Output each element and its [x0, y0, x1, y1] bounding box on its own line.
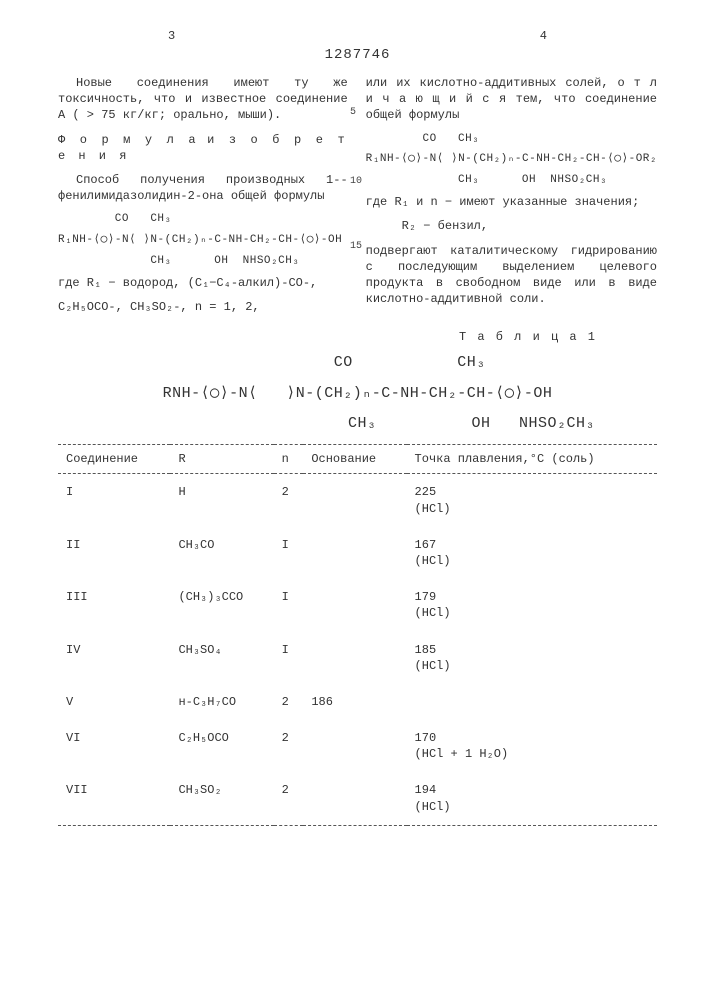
- cell-base: [303, 474, 406, 527]
- right-p3: R₂ − бензил,: [366, 218, 657, 234]
- cell-compound: IV: [58, 632, 170, 684]
- structure-2-bot: CH₃ OH NHSO₂CH₃: [366, 173, 657, 188]
- cell-compound: V: [58, 684, 170, 720]
- right-p4: подвергают каталитическому гидрированию …: [366, 243, 657, 308]
- cell-compound: VII: [58, 772, 170, 825]
- structure-2: R₁NH-⟨◯⟩-N⟨ ⟩N-(CH₂)ₙ-C-NH-CH₂-CH-⟨◯⟩-OR…: [366, 152, 657, 167]
- cell-r: H: [170, 474, 273, 527]
- table-row: IVCH₃SO₄I 185(HCl): [58, 632, 657, 684]
- cell-compound: II: [58, 527, 170, 579]
- cell-base: [303, 720, 406, 772]
- col-mp: Точка плавления,°C (соль): [407, 445, 657, 474]
- structure-1-bot: CH₃ OH NHSO₂CH₃: [58, 254, 348, 269]
- cell-n: I: [274, 527, 304, 579]
- page-num-left: 3: [168, 28, 175, 44]
- right-p1: или их кислотно-аддитивных солей, о т л …: [366, 75, 657, 124]
- patent-number: 1287746: [58, 46, 657, 65]
- cell-n: 2: [274, 772, 304, 825]
- page-num-right: 4: [540, 28, 547, 44]
- table-structure-mid: RNH-⟨◯⟩-N⟨ ⟩N-(CH₂)ₙ-C-NH-CH₂-CH-⟨◯⟩-OH: [58, 384, 657, 404]
- cell-r: н-C₃H₇CO: [170, 684, 273, 720]
- left-p3b: C₂H₅OCO-, CH₃SO₂-, n = 1, 2,: [58, 299, 348, 315]
- table-row: III(CH₃)₃CCOI 179(HCl): [58, 579, 657, 631]
- structure-2-top: CO CH₃: [366, 132, 657, 147]
- left-p3a: где R₁ − водород, (C₁−C₄-алкил)-CO-,: [58, 275, 348, 291]
- compounds-table: Соединение R n Основание Точка плавления…: [58, 444, 657, 826]
- formula-heading: Ф о р м у л а и з о б р е т е н и я: [58, 132, 348, 164]
- cell-compound: I: [58, 474, 170, 527]
- cell-n: 2: [274, 474, 304, 527]
- two-column-body: Новые соединения имеют ту же токсичность…: [58, 75, 657, 323]
- cell-base: [303, 579, 406, 631]
- cell-r: CH₃SO₂: [170, 772, 273, 825]
- table-structure-bot: CH₃ OH NHSO₂CH₃: [58, 414, 657, 434]
- line-number-5: 5: [350, 106, 356, 120]
- cell-mp: 167(HCl): [407, 527, 657, 579]
- table-row: VIICH₃SO₂2 194(HCl): [58, 772, 657, 825]
- cell-mp: 179(HCl): [407, 579, 657, 631]
- cell-mp: [407, 684, 657, 720]
- line-number-10: 10: [350, 175, 362, 189]
- right-column: или их кислотно-аддитивных солей, о т л …: [366, 75, 657, 323]
- left-p1: Новые соединения имеют ту же токсичность…: [58, 75, 348, 124]
- cell-base: 186: [303, 684, 406, 720]
- cell-n: I: [274, 579, 304, 631]
- cell-mp: 225(HCl): [407, 474, 657, 527]
- left-p2: Способ получения производных 1--фенилими…: [58, 172, 348, 204]
- cell-r: CH₃CO: [170, 527, 273, 579]
- table-body: IH2225(HCl)IICH₃COI167(HCl)III(CH₃)₃CCOI…: [58, 474, 657, 825]
- cell-n: 2: [274, 684, 304, 720]
- cell-base: [303, 527, 406, 579]
- cell-compound: VI: [58, 720, 170, 772]
- structure-1-top: CO CH₃: [58, 212, 348, 227]
- col-compound: Соединение: [58, 445, 170, 474]
- cell-compound: III: [58, 579, 170, 631]
- right-p2: где R₁ и n − имеют указанные значения;: [366, 194, 657, 210]
- cell-r: (CH₃)₃CCO: [170, 579, 273, 631]
- table-structure-top: CO CH₃: [58, 353, 657, 373]
- cell-n: I: [274, 632, 304, 684]
- left-column: Новые соединения имеют ту же токсичность…: [58, 75, 348, 323]
- cell-base: [303, 772, 406, 825]
- col-base: Основание: [303, 445, 406, 474]
- structure-1: R₁NH-⟨◯⟩-N⟨ ⟩N-(CH₂)ₙ-C-NH-CH₂-CH-⟨◯⟩-OH: [58, 233, 348, 248]
- cell-mp: 170(HCl + 1 H₂O): [407, 720, 657, 772]
- formula-heading-a: Ф о р м у л а: [58, 133, 199, 147]
- line-number-15: 15: [350, 240, 362, 254]
- col-n: n: [274, 445, 304, 474]
- table-header-row: Соединение R n Основание Точка плавления…: [58, 445, 657, 474]
- table-footer-line: [58, 825, 657, 826]
- cell-n: 2: [274, 720, 304, 772]
- table-row: Vн-C₃H₇CO2186: [58, 684, 657, 720]
- table-row: IH2 225(HCl): [58, 474, 657, 527]
- col-r: R: [170, 445, 273, 474]
- table-row: IICH₃COI 167(HCl): [58, 527, 657, 579]
- cell-base: [303, 632, 406, 684]
- cell-r: CH₃SO₄: [170, 632, 273, 684]
- cell-r: C₂H₅OCO: [170, 720, 273, 772]
- table-row: VIC₂H₅OCO2 170(HCl + 1 H₂O): [58, 720, 657, 772]
- cell-mp: 194(HCl): [407, 772, 657, 825]
- table-caption: Т а б л и ц а 1: [58, 329, 597, 345]
- page-number-row: 3 4: [58, 28, 657, 46]
- cell-mp: 185(HCl): [407, 632, 657, 684]
